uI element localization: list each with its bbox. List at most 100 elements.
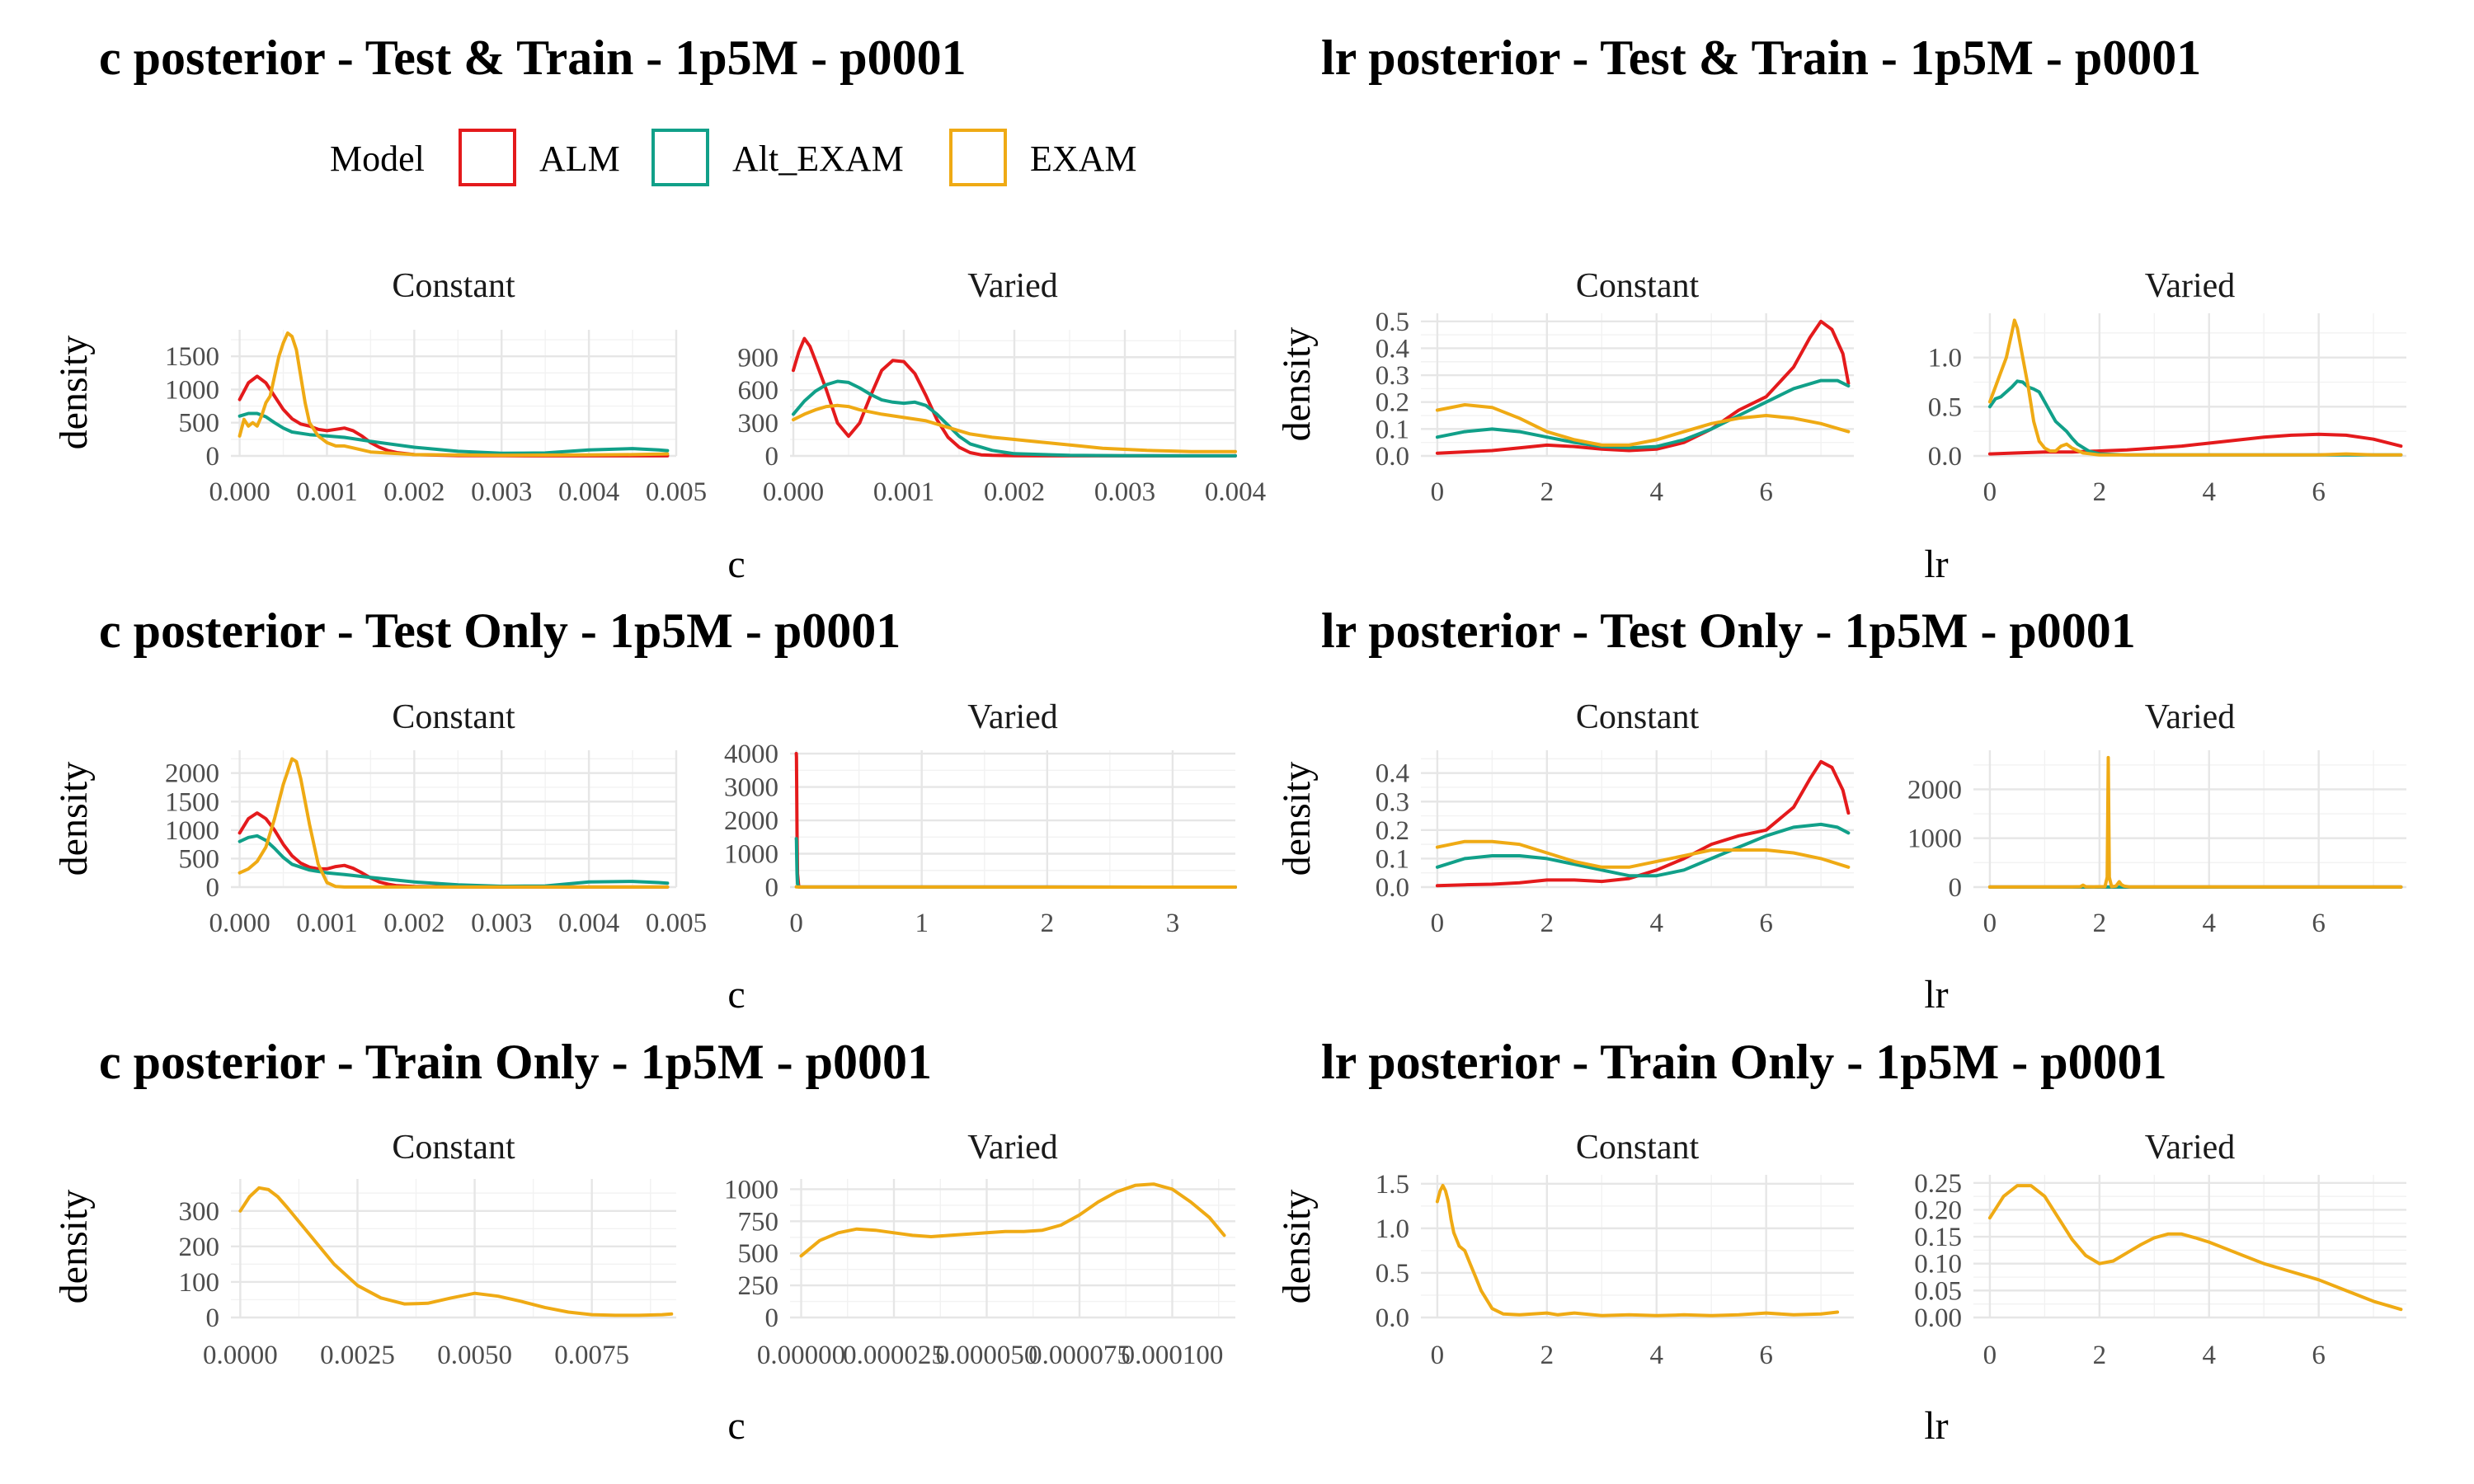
x-tick-label: 0.004 [1205, 477, 1266, 507]
gridlines [790, 750, 1235, 889]
gridlines [231, 330, 678, 458]
chart-group-1: c posterior - Test & Train - 1p5M - p000… [52, 31, 1266, 586]
y-axis-label: density [1275, 1190, 1319, 1304]
y-tick-label: 0 [765, 1303, 779, 1333]
y-tick-label: 4000 [724, 740, 778, 769]
chart-title: c posterior - Test & Train - 1p5M - p000… [99, 31, 967, 85]
x-tick-label: 6 [1759, 1341, 1773, 1370]
x-tick-label: 2 [1540, 909, 1554, 938]
x-tick-label: 0 [1431, 909, 1445, 938]
legend-item-exam: EXAM [949, 129, 1137, 186]
series-line-exam [238, 757, 670, 889]
strip-label: Varied [2145, 698, 2236, 736]
y-tick-label: 0.0 [1376, 873, 1409, 903]
x-tick-label: 4 [2203, 477, 2217, 507]
y-tick-label: 200 [179, 1233, 220, 1262]
panel-varied: Varied 0.000000.0000250.0000500.0000750.0… [724, 1129, 1235, 1370]
y-axis-label: density [52, 336, 96, 450]
strip-label: Constant [392, 267, 515, 305]
gridlines [1421, 1175, 1854, 1319]
series-line-exam [1987, 755, 2403, 889]
x-axis-label: lr [1924, 973, 1948, 1017]
x-tick-label: 2 [1540, 477, 1554, 507]
panel-varied: Varied 0 2 4 6 0 1000 2000 [1907, 698, 2406, 938]
x-tick-label: 4 [2203, 1341, 2217, 1370]
strip-label: Constant [392, 698, 515, 736]
y-tick-label: 1500 [165, 787, 219, 817]
legend-label: EXAM [1030, 139, 1137, 179]
y-tick-label: 750 [738, 1207, 779, 1237]
x-tick-label: 2 [1041, 909, 1055, 938]
panel-varied: Varied 0 2 4 6 0.000.050.100.150.200.25 [1914, 1129, 2406, 1370]
y-tick-label: 600 [738, 376, 779, 406]
x-tick-label: 0.000025 [843, 1341, 945, 1370]
y-tick-label: 0.1 [1376, 415, 1409, 444]
series-line-alm [238, 811, 670, 889]
x-axis-label: lr [1924, 1404, 1948, 1448]
y-tick-label: 1.0 [1376, 1214, 1409, 1244]
x-tick-label: 0.002 [383, 909, 444, 938]
series-line-exam [1435, 403, 1851, 447]
y-tick-label: 500 [179, 844, 220, 874]
y-tick-label: 1000 [724, 1175, 778, 1205]
x-tick-label: 4 [1650, 477, 1664, 507]
x-tick-label: 0 [1983, 909, 1997, 938]
x-tick-label: 0 [1983, 1341, 1997, 1370]
legend-label: ALM [539, 139, 620, 179]
series-line-alm [1987, 432, 2403, 456]
chart-title: c posterior - Train Only - 1p5M - p0001 [99, 1035, 932, 1089]
legend-key [459, 129, 516, 186]
series-line-alm [1435, 319, 1851, 455]
x-tick-label: 0.003 [471, 909, 532, 938]
y-axis-label: density [52, 762, 96, 876]
chart-group-5: c posterior - Train Only - 1p5M - p0001 d… [52, 1035, 1235, 1448]
chart-group-2: lr posterior - Test & Train - 1p5M - p00… [1275, 31, 2406, 586]
y-tick-label: 0.0 [1376, 442, 1409, 472]
x-tick-label: 6 [1759, 909, 1773, 938]
x-tick-label: 0.0025 [320, 1341, 395, 1370]
series-line-exam [1435, 1184, 1840, 1317]
x-tick-label: 0.000075 [1028, 1341, 1131, 1370]
strip-label: Varied [967, 1129, 1058, 1167]
y-tick-label: 3000 [724, 773, 778, 803]
series-line-exam [238, 331, 670, 458]
y-tick-label: 0.00 [1914, 1303, 1962, 1333]
legend-title: Model [330, 139, 425, 179]
legend-items: ALM Alt_EXAM EXAM [459, 129, 1137, 186]
x-tick-label: 0.005 [646, 909, 707, 938]
x-tick-label: 0.000050 [936, 1341, 1038, 1370]
gridlines [1973, 1175, 2406, 1319]
y-tick-label: 300 [738, 409, 779, 439]
legend-key [651, 129, 709, 186]
y-axis-label: density [1275, 762, 1319, 876]
x-tick-label: 6 [2312, 1341, 2326, 1370]
series-line-alm [792, 336, 1237, 458]
x-tick-label: 0.004 [558, 909, 619, 938]
y-tick-label: 0.2 [1376, 816, 1409, 846]
panel-constant: Constant 0 2 4 6 0.0 0.5 1.0 1.5 [1376, 1129, 1854, 1370]
x-tick-label: 0 [789, 909, 803, 938]
x-tick-label: 0.004 [558, 477, 619, 507]
x-tick-label: 2 [2093, 1341, 2107, 1370]
x-tick-label: 6 [1759, 477, 1773, 507]
y-tick-label: 0.2 [1376, 388, 1409, 418]
legend-item-alm: ALM [459, 129, 620, 186]
y-tick-label: 0.4 [1376, 334, 1409, 364]
y-tick-label: 500 [179, 409, 220, 439]
y-tick-label: 0.3 [1376, 787, 1409, 817]
gridlines [1421, 750, 1854, 889]
chart-title: lr posterior - Train Only - 1p5M - p0001 [1321, 1035, 2167, 1089]
panel-varied: Varied 0 2 4 6 0.0 0.5 1.0 [1928, 267, 2406, 507]
y-tick-label: 0.20 [1914, 1195, 1962, 1225]
y-axis-label: density [1275, 327, 1319, 442]
x-tick-label: 0.001 [296, 477, 357, 507]
strip-label: Varied [967, 698, 1058, 736]
x-tick-label: 0.000 [763, 477, 824, 507]
y-axis-label: density [52, 1190, 96, 1304]
chart-group-3: c posterior - Test Only - 1p5M - p0001 de… [52, 603, 1237, 1017]
series-line-exam [799, 1182, 1226, 1258]
x-tick-label: 0.0075 [554, 1341, 629, 1370]
x-tick-label: 6 [2312, 909, 2326, 938]
x-tick-label: 0.00000 [757, 1341, 845, 1370]
